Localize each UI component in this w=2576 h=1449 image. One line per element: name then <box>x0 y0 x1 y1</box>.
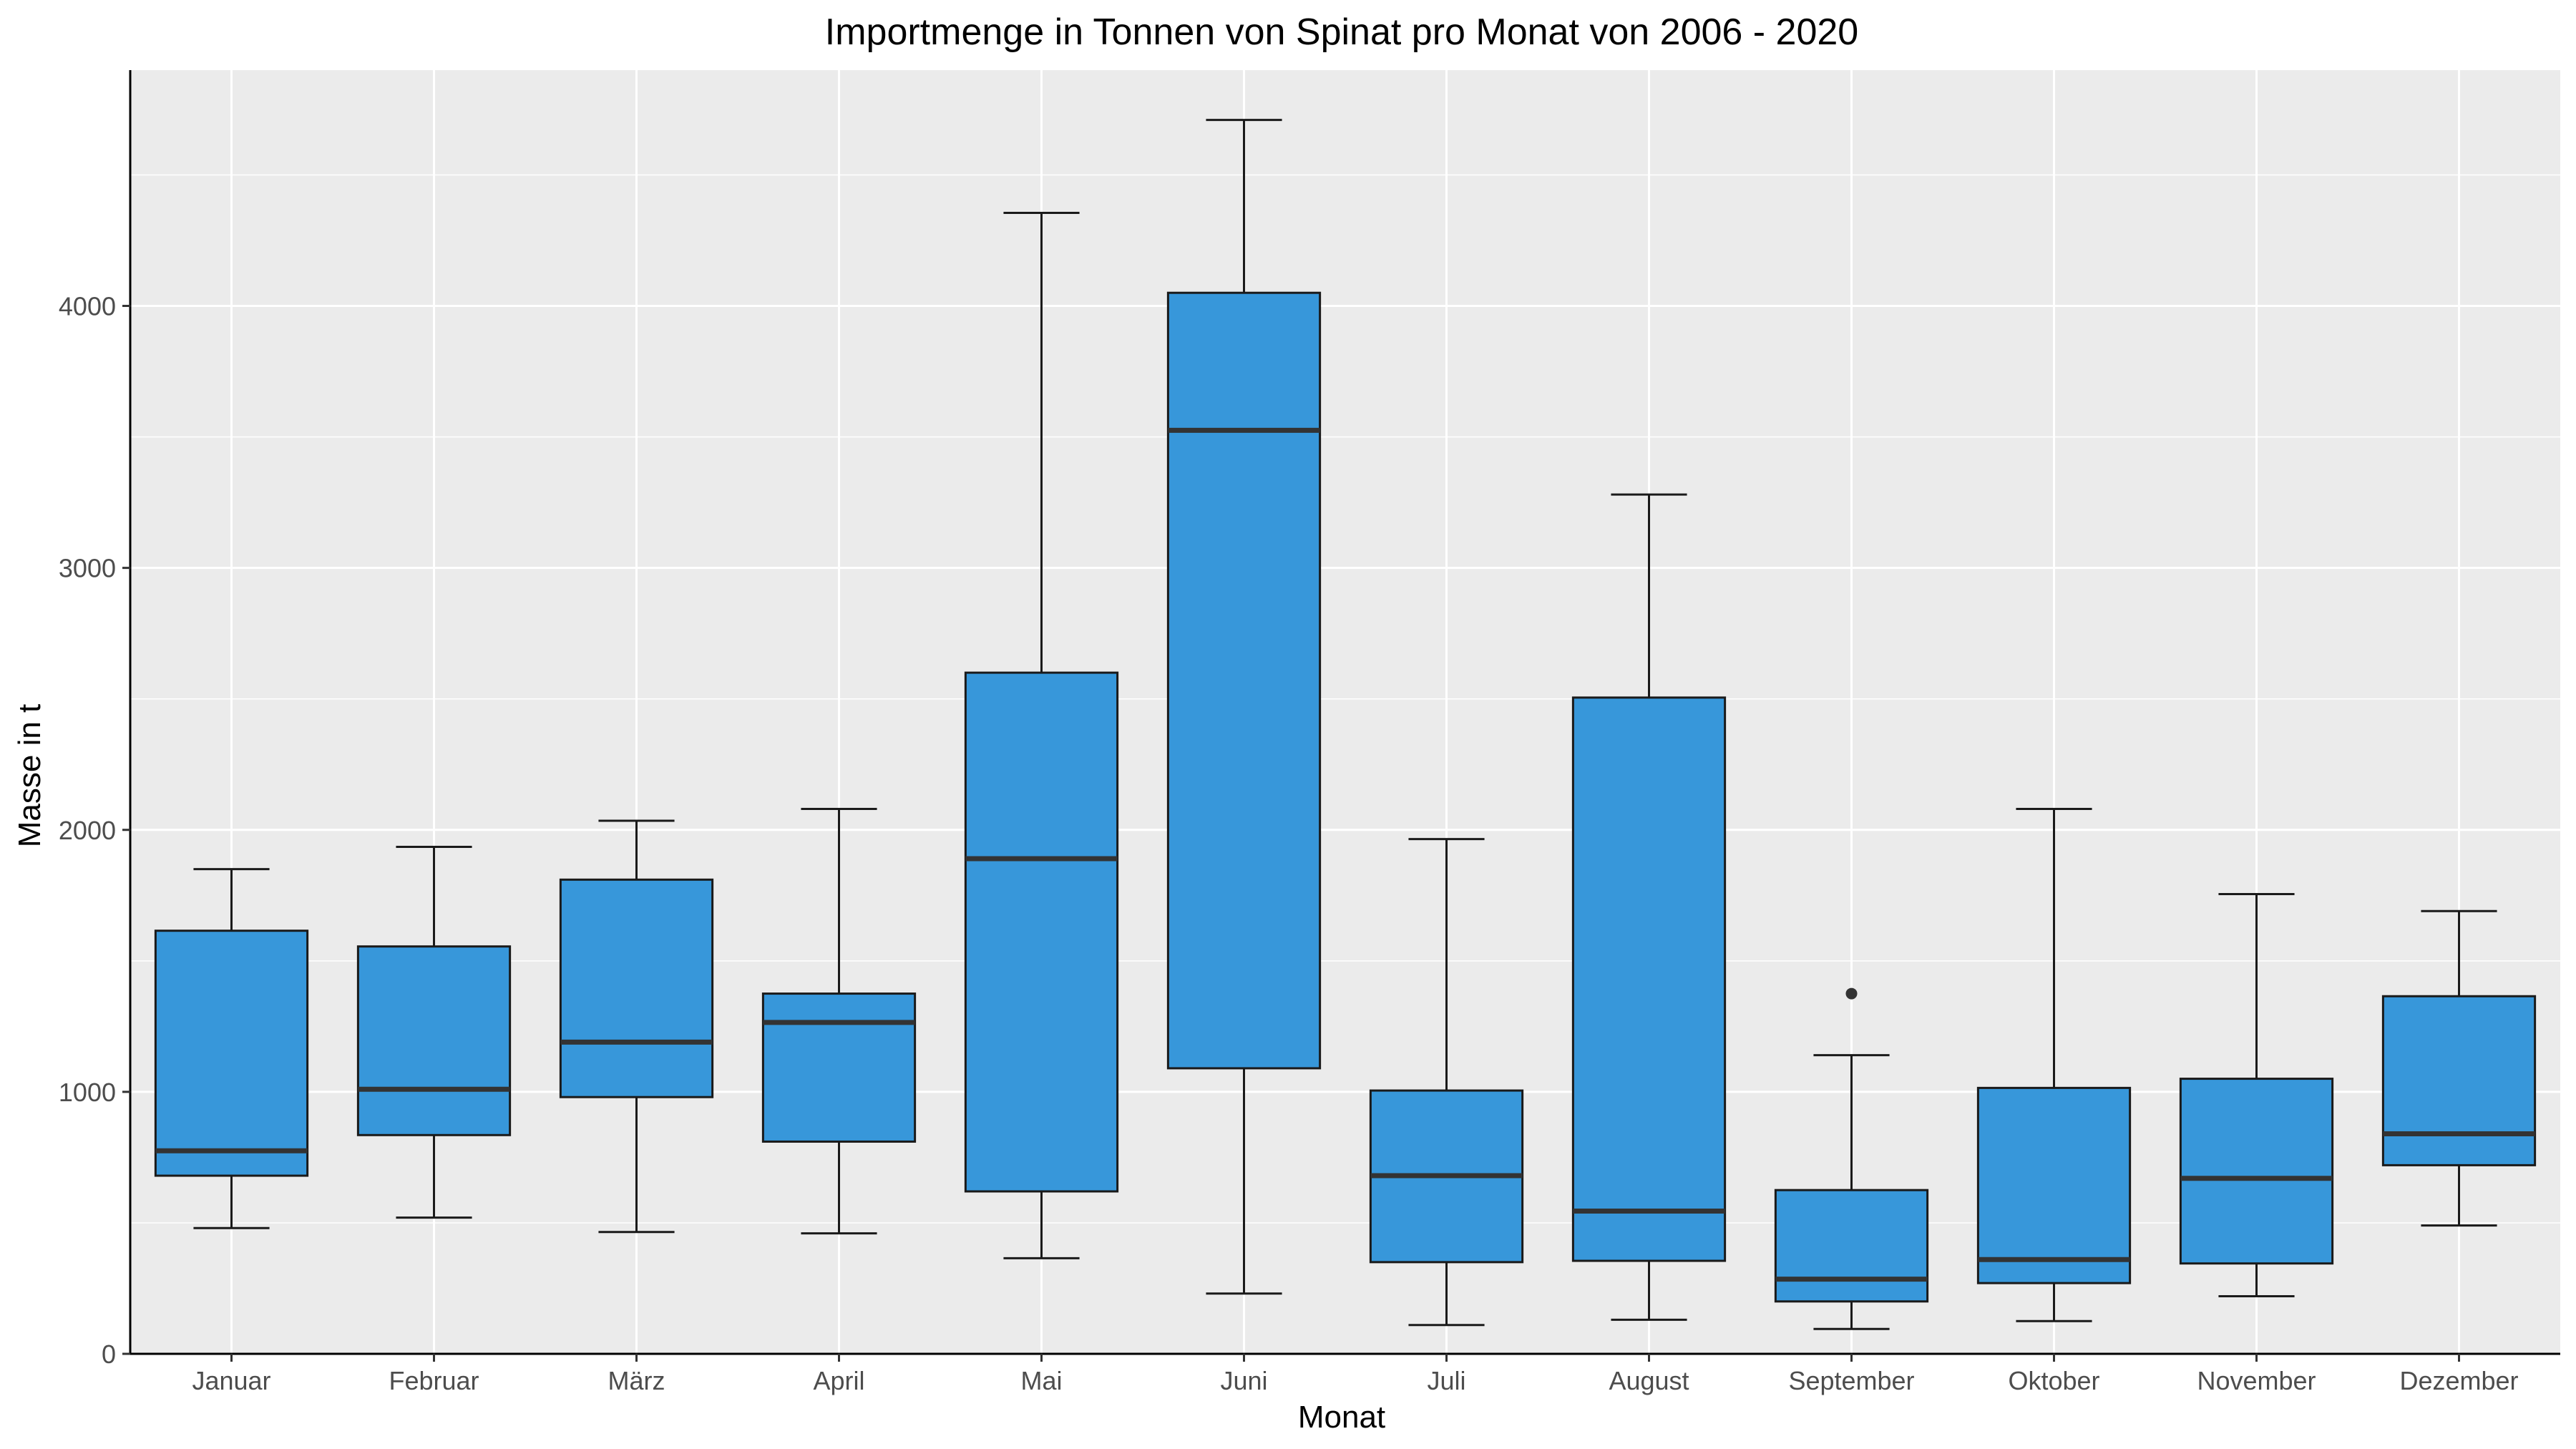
x-tick-label: Juni <box>1220 1366 1267 1395</box>
box-April <box>761 992 917 1143</box>
x-tick-label: April <box>813 1366 864 1395</box>
x-tick-label: Januar <box>192 1366 270 1395</box>
x-tick-label: September <box>1788 1366 1914 1395</box>
y-tick-label: 4000 <box>59 292 116 321</box>
y-tick-label: 0 <box>102 1340 116 1369</box>
y-tick-label: 3000 <box>59 554 116 583</box>
plot-area: 0 1000 2000 3000 4000 Januar Februar März April M… <box>59 70 2560 1395</box>
x-tick-label: Februar <box>389 1366 479 1395</box>
x-tick-label: August <box>1609 1366 1689 1395</box>
y-tick-label: 1000 <box>59 1078 116 1107</box>
box-Mai <box>964 671 1119 1193</box>
y-tick-label: 2000 <box>59 816 116 845</box>
x-tick-label: Dezember <box>2399 1366 2518 1395</box>
box-Januar <box>154 930 309 1177</box>
box-Oktober <box>1976 1086 2132 1284</box>
box-Juni <box>1166 291 1322 1070</box>
box-März <box>559 878 714 1098</box>
x-tick-label: Mai <box>1020 1366 1062 1395</box>
box-August <box>1571 696 1727 1262</box>
box-September <box>1774 1189 1929 1303</box>
outlier-point <box>1845 987 1858 1000</box>
chart-title: Importmenge in Tonnen von Spinat pro Mon… <box>825 11 1858 53</box>
box-Februar <box>356 945 512 1136</box>
box-Dezember <box>2381 995 2537 1166</box>
x-tick-label: Oktober <box>2008 1366 2099 1395</box>
x-tick-label: März <box>608 1366 665 1395</box>
x-tick-label: November <box>2197 1366 2316 1395</box>
x-tick-label: Juli <box>1427 1366 1465 1395</box>
box-November <box>2179 1078 2334 1265</box>
y-axis-title: Masse in t <box>12 704 47 848</box>
plot-panel <box>130 70 2560 1354</box>
x-axis-title: Monat <box>1298 1400 1385 1435</box>
